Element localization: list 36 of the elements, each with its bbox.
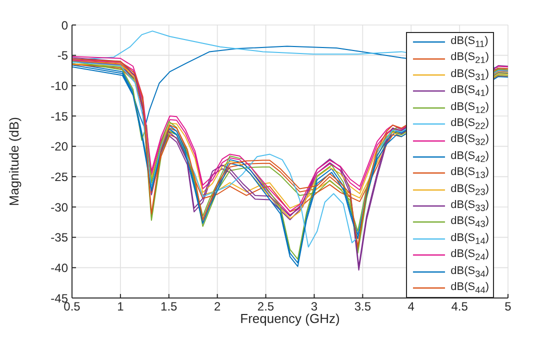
legend-label: dB(S$_{22}$)	[450, 117, 489, 132]
y-tick-label: -25	[50, 170, 68, 184]
x-axis-title: Frequency (GHz)	[240, 311, 340, 326]
x-tick-label: 4.5	[451, 300, 468, 314]
y-tick-label: -40	[50, 260, 68, 275]
legend-label: dB(S$_{31}$)	[450, 68, 489, 82]
y-tick-label: -35	[50, 230, 68, 245]
x-tick-label: 1	[117, 300, 124, 314]
legend-label: dB(S$_{12}$)	[450, 100, 489, 115]
legend-label: dB(S$_{44}$)	[450, 280, 489, 296]
legend-label: dB(S$_{13}$)	[450, 166, 489, 180]
legend-label: dB(S$_{24}$)	[450, 248, 489, 262]
legend-label: dB(S$_{43}$)	[450, 215, 489, 230]
y-axis-title: Magnitude (dB)	[6, 117, 22, 206]
y-tick-label: -30	[50, 200, 68, 214]
x-tick-label: 1.5	[160, 300, 178, 314]
x-tick-label: 4	[408, 300, 415, 314]
x-tick-label: 3.5	[354, 300, 372, 314]
x-tick-label: 2.5	[257, 300, 274, 314]
legend-label: dB(S$_{14}$)	[450, 232, 489, 246]
legend-label: dB(S$_{41}$)	[450, 84, 489, 98]
y-tick-label: -15	[50, 109, 68, 124]
y-tick-label: -10	[50, 78, 68, 93]
legend-label: dB(S$_{32}$)	[450, 133, 489, 148]
legend-label: dB(S$_{33}$)	[450, 199, 489, 214]
x-tick-label: 5	[504, 300, 512, 314]
legend-label: dB(S$_{21}$)	[450, 51, 489, 66]
y-tick-label: 0	[61, 18, 68, 32]
x-tick-label: 2	[214, 300, 221, 314]
legend-label: dB(S$_{23}$)	[450, 182, 489, 197]
legend-label: dB(S$_{42}$)	[450, 150, 489, 164]
y-tick-label: -5	[57, 48, 68, 63]
legend-label: dB(S$_{34}$)	[450, 264, 489, 279]
y-tick-label: -20	[50, 140, 68, 154]
legend-label: dB(S$_{11}$)	[450, 35, 488, 50]
x-tick-label: 3	[310, 300, 318, 314]
